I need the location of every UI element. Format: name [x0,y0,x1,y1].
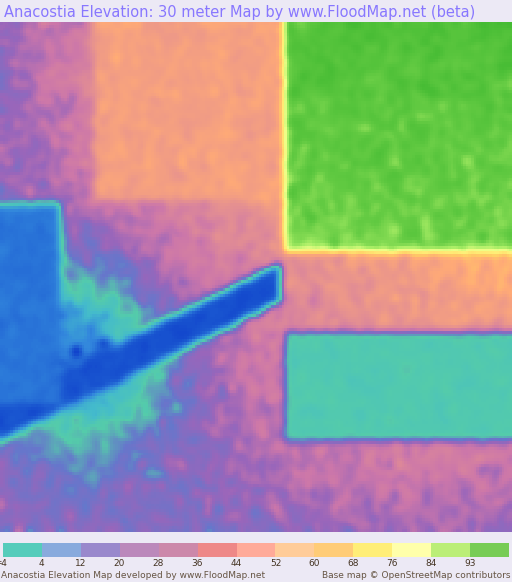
Bar [237,543,275,557]
Bar [353,543,393,557]
Text: Anacostia Elevation Map developed by www.FloodMap.net: Anacostia Elevation Map developed by www… [1,570,265,580]
Text: 68: 68 [348,559,359,567]
Bar [471,543,509,557]
Bar [119,543,159,557]
Bar [159,543,198,557]
Bar [314,543,353,557]
Text: 12: 12 [75,559,86,567]
Bar [3,543,41,557]
Bar [393,543,432,557]
Text: 20: 20 [114,559,125,567]
Bar [41,543,80,557]
Text: 36: 36 [192,559,203,567]
Bar [432,543,471,557]
Text: Anacostia Elevation: 30 meter Map by www.FloodMap.net (beta): Anacostia Elevation: 30 meter Map by www… [4,5,475,20]
Text: -4: -4 [0,559,7,567]
Bar [198,543,237,557]
Text: Base map © OpenStreetMap contributors: Base map © OpenStreetMap contributors [323,570,511,580]
Text: 52: 52 [270,559,281,567]
Text: 44: 44 [231,559,242,567]
Text: 60: 60 [309,559,320,567]
Text: 93: 93 [465,559,476,567]
Bar [80,543,119,557]
Text: 28: 28 [153,559,164,567]
Bar [275,543,314,557]
Text: 4: 4 [39,559,45,567]
Text: meter: meter [0,559,2,567]
Text: 84: 84 [426,559,437,567]
Text: 76: 76 [387,559,398,567]
